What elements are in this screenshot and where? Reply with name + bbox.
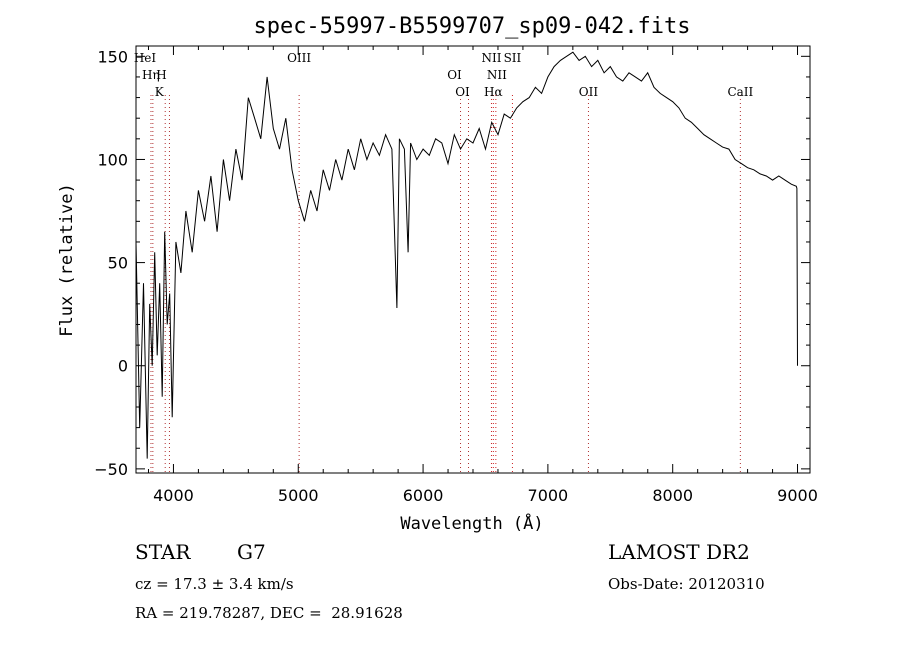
line-marker-label: NII [481, 51, 501, 65]
x-axis: 4000 5000 6000 7000 8000 9000 [147, 46, 818, 505]
y-axis: −50 0 50 100 150 [94, 47, 810, 479]
y-tick-label: 50 [108, 254, 128, 273]
x-tick-label: 8000 [652, 486, 693, 505]
x-tick-label: 4000 [153, 486, 194, 505]
line-marker-label: Hη [142, 68, 160, 82]
x-tick-label: 6000 [403, 486, 444, 505]
spectral-subclass: G7 [237, 540, 266, 564]
y-tick-label: 100 [97, 150, 128, 169]
x-tick-label: 5000 [278, 486, 319, 505]
y-axis-label: Flux (relative) [57, 183, 77, 337]
line-marker-label: SII [504, 51, 522, 65]
y-tick-label: −50 [94, 460, 128, 479]
survey-name: LAMOST DR2 [608, 540, 750, 564]
spectrum-line [135, 51, 798, 459]
line-marker-label: NII [487, 68, 507, 82]
line-marker-label: Hα [484, 85, 503, 99]
y-tick-label: 150 [97, 47, 128, 66]
redshift-readout: cz = 17.3 ± 3.4 km/s [135, 575, 294, 593]
line-marker-label: OIII [287, 51, 311, 65]
x-tick-label: 7000 [528, 486, 569, 505]
y-tick-label: 0 [118, 357, 128, 376]
line-marker-label: H [156, 68, 166, 82]
chart-title: spec-55997-B5599707_sp09-042.fits [253, 14, 690, 39]
line-marker-label: OII [579, 85, 599, 99]
line-marker-label: OI [447, 68, 462, 82]
x-axis-label: Wavelength (Å) [400, 512, 543, 534]
line-marker-label: HeI [134, 51, 157, 65]
x-tick-label: 9000 [777, 486, 818, 505]
line-marker-label: K [155, 85, 165, 99]
line-marker-label: OI [455, 85, 470, 99]
line-marker-label: CaII [727, 85, 753, 99]
object-class: STAR [135, 540, 191, 564]
observation-date: Obs-Date: 20120310 [608, 575, 765, 593]
plot-frame [135, 45, 811, 474]
coordinates-readout: RA = 219.78287, DEC = 28.91628 [135, 604, 403, 622]
emission-line-markers [150, 95, 741, 473]
